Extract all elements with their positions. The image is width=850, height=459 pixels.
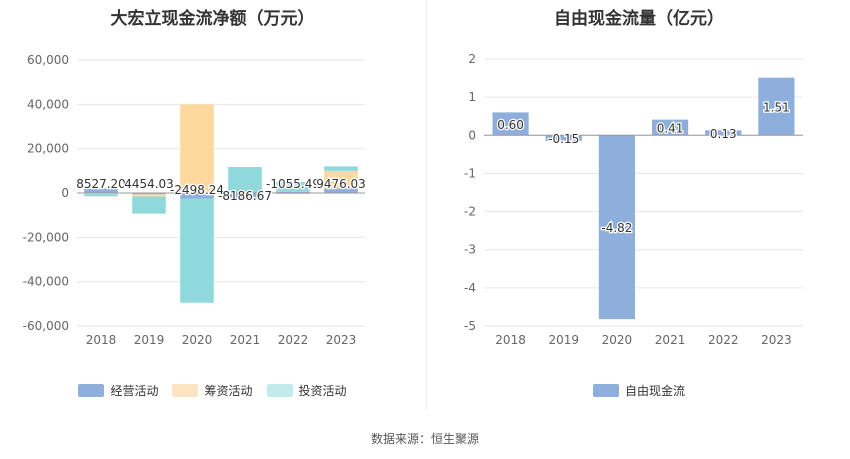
free-cash-flow-x-tick-label: 2018: [495, 333, 526, 347]
free-cash-flow-bar-自由现金流-2022: [705, 130, 742, 136]
cash-flow-bar-投资活动-2022: [276, 181, 310, 192]
cash-flow-y-tick-label: 40,000: [27, 97, 69, 111]
free-cash-flow-x-tick-label: 2021: [655, 333, 686, 347]
free-cash-flow-bar-自由现金流-2020: [598, 135, 635, 320]
cash-flow-y-tick-label: 0: [61, 186, 69, 200]
cash-flow-x-tick-label: 2020: [182, 333, 213, 347]
cash-flow-x-tick-label: 2022: [278, 333, 309, 347]
legend-item-financing[interactable]: 筹资活动: [172, 382, 253, 399]
cash-flow-bar-经营活动-2018: [84, 188, 118, 193]
cash-flow-bar-经营活动-2021: [228, 193, 262, 199]
free-cash-flow-data-label: 0.13: [710, 127, 737, 141]
cash-flow-bar-投资活动-2019: [132, 196, 166, 214]
legend-swatch-investing: [266, 384, 293, 397]
cash-flow-bar-投资活动-2021: [228, 167, 262, 193]
cash-flow-bar-筹资活动-2023: [324, 170, 358, 189]
free-cash-flow-bar-自由现金流-2019: [545, 135, 582, 142]
cash-flow-bar-经营活动-2022: [276, 191, 310, 193]
cash-flow-y-tick-label: -40,000: [23, 275, 69, 289]
free-cash-flow-y-tick-label: -1: [464, 166, 476, 180]
cash-flow-y-tick-label: 20,000: [27, 142, 69, 156]
free-cash-flow-y-tick-label: -3: [464, 243, 476, 257]
right-chart-title: 自由现金流量（亿元）: [554, 9, 724, 29]
cash-flow-x-tick-label: 2019: [134, 333, 165, 347]
free-cash-flow-data-label: 0.60: [497, 118, 524, 132]
free-cash-flow-data-label: 0.41: [657, 121, 684, 135]
free-cash-flow-data-label: -4.82: [601, 221, 632, 235]
free-cash-flow-chart: 自由现金流量（亿元） 2 1 0 -1 -2 -3 -4 -5 2018 2019 2020 2021…: [428, 0, 850, 420]
cash-flow-bar-投资活动-2020: [180, 198, 214, 303]
legend-label-operating: 经营活动: [110, 384, 159, 398]
cash-flow-bar-经营活动-2020: [180, 193, 214, 199]
free-cash-flow-y-tick-label: -2: [464, 205, 476, 219]
left-legend: 经营活动 筹资活动 投资活动: [0, 382, 425, 399]
cash-flow-data-label: -8186.67: [218, 189, 272, 203]
chart-divider: [426, 0, 427, 410]
legend-label-free-cash-flow: 自由现金流: [624, 384, 685, 398]
cash-flow-data-label: 8527.20: [76, 177, 126, 191]
cash-flow-data-label: 4454.03: [124, 177, 174, 191]
cash-flow-x-tick-label: 2023: [326, 333, 357, 347]
cash-flow-chart: 大宏立现金流净额（万元） 60,000 40,000 20,000 0 -20,000 -…: [0, 0, 425, 420]
cash-flow-y-tick-label: -60,000: [23, 319, 69, 333]
free-cash-flow-data-label: -0.15: [548, 132, 579, 146]
legend-swatch-operating: [78, 384, 105, 397]
cash-flow-plot: 60,000 40,000 20,000 0 -20,000 -40,000 -60,000…: [23, 53, 367, 347]
legend-item-investing[interactable]: 投资活动: [266, 382, 347, 399]
free-cash-flow-x-tick-label: 2022: [708, 333, 739, 347]
cash-flow-y-tick-label: 60,000: [27, 53, 69, 67]
free-cash-flow-data-label: 1.51: [763, 100, 790, 114]
cash-flow-bar-筹资活动-2019: [132, 194, 166, 197]
cash-flow-x-tick-label: 2021: [230, 333, 261, 347]
free-cash-flow-y-tick-label: -5: [464, 319, 476, 333]
free-cash-flow-bar-自由现金流-2021: [652, 119, 689, 136]
cash-flow-bar-投资活动-2018: [84, 194, 118, 197]
cash-flow-bar-筹资活动-2021: [228, 198, 262, 201]
cash-flow-data-label: -2498.24: [170, 183, 224, 197]
cash-flow-bar-筹资活动-2020: [180, 104, 214, 193]
free-cash-flow-x-tick-label: 2023: [761, 333, 792, 347]
cash-flow-y-tick-label: -20,000: [23, 230, 69, 244]
cash-flow-bar-投资活动-2023: [324, 166, 358, 171]
free-cash-flow-plot: 2 1 0 -1 -2 -3 -4 -5 2018 2019 2020 2021 2022 2023 0.6…: [464, 52, 803, 347]
legend-label-financing: 筹资活动: [204, 384, 253, 398]
cash-flow-data-label: -1055.49: [266, 177, 320, 191]
free-cash-flow-y-tick-label: 1: [468, 90, 476, 104]
cash-flow-x-tick-label: 2018: [86, 333, 117, 347]
cash-flow-bar-经营活动-2019: [132, 193, 166, 195]
cash-flow-bar-筹资活动-2018: [84, 193, 118, 195]
cash-flow-data-label: 9476.03: [316, 177, 366, 191]
legend-item-operating[interactable]: 经营活动: [78, 382, 158, 399]
free-cash-flow-x-tick-label: 2019: [548, 333, 579, 347]
legend-label-investing: 投资活动: [298, 384, 347, 398]
legend-swatch-free-cash-flow: [592, 384, 619, 397]
free-cash-flow-x-tick-label: 2020: [602, 333, 633, 347]
free-cash-flow-bar-自由现金流-2023: [758, 77, 795, 136]
free-cash-flow-y-tick-label: 2: [468, 52, 476, 66]
data-source: 数据来源：恒生聚源: [370, 432, 479, 446]
free-cash-flow-bar-自由现金流-2018: [492, 112, 529, 136]
right-legend: 自由现金流: [428, 382, 850, 399]
left-chart-title: 大宏立现金流净额（万元）: [110, 9, 315, 29]
free-cash-flow-y-tick-label: 0: [468, 128, 476, 142]
legend-swatch-financing: [172, 384, 199, 397]
cash-flow-bar-经营活动-2023: [324, 188, 358, 193]
free-cash-flow-y-tick-label: -4: [464, 281, 476, 295]
legend-item-free-cash-flow[interactable]: 自由现金流: [592, 382, 685, 399]
